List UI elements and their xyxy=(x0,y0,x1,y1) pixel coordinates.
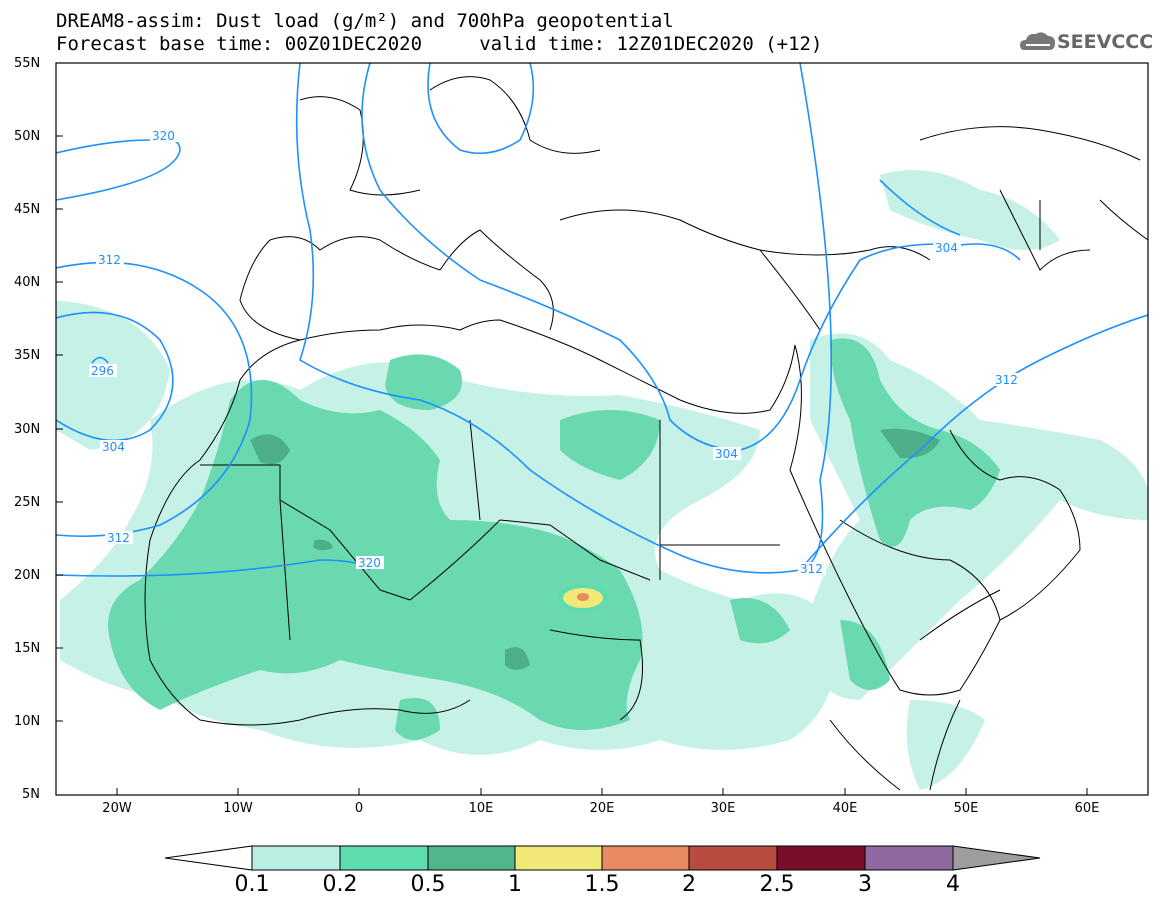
colorbar-label: 0.1 xyxy=(234,872,270,897)
lat-label: 35N xyxy=(14,348,41,363)
contour-label: 312 xyxy=(98,253,121,267)
colorbar-label: 0.5 xyxy=(410,872,446,897)
colorbar-segment xyxy=(339,845,429,871)
colorbar-segment xyxy=(514,845,603,871)
geopotential-contours xyxy=(56,63,1148,577)
colorbar xyxy=(164,845,1041,871)
contour-label: 320 xyxy=(358,556,381,570)
lat-label: 10N xyxy=(14,714,41,729)
colorbar-segment xyxy=(864,845,954,871)
lon-label: 30E xyxy=(710,801,736,816)
lat-label: 45N xyxy=(14,202,41,217)
colorbar-label: 2 xyxy=(682,872,696,897)
colorbar-segment xyxy=(776,845,866,871)
country-borders xyxy=(144,76,1148,791)
colorbar-label: 1 xyxy=(508,872,522,897)
lon-label: 20E xyxy=(589,801,615,816)
lat-label: 55N xyxy=(14,56,41,71)
lon-label: 10E xyxy=(468,801,494,816)
lat-label: 30N xyxy=(14,422,41,437)
contour-label: 304 xyxy=(102,440,125,454)
colorbar-label: 2.5 xyxy=(759,872,795,897)
colorbar-segment xyxy=(601,845,690,871)
axis-ticks xyxy=(56,62,1088,795)
contour-label: 312 xyxy=(995,373,1018,387)
colorbar-segment xyxy=(427,845,516,871)
colorbar-segment xyxy=(952,845,1041,871)
lat-label: 40N xyxy=(14,275,41,290)
lat-label: 15N xyxy=(14,641,41,656)
forecast-time-line: Forecast base time: 00Z01DEC2020 valid t… xyxy=(56,33,823,55)
lon-label: 20W xyxy=(102,801,132,816)
colorbar-segment xyxy=(688,845,778,871)
colorbar-label: 3 xyxy=(858,872,872,897)
contour-labels: 320 312 296 304 312 320 304 304 312 312 xyxy=(89,129,1021,576)
colorbar-label: 4 xyxy=(946,872,960,897)
lat-label: 25N xyxy=(14,495,41,510)
lon-label: 40E xyxy=(832,801,858,816)
colorbar-label: 1.5 xyxy=(584,872,620,897)
contour-label: 320 xyxy=(152,129,175,143)
logo-text: SEEVCCC xyxy=(1057,31,1154,53)
lon-label: 10W xyxy=(223,801,253,816)
lat-label: 20N xyxy=(14,568,41,583)
colorbar-label: 0.2 xyxy=(322,872,358,897)
contour-label: 304 xyxy=(935,241,958,255)
contour-label: 312 xyxy=(800,562,823,576)
contour-label: 312 xyxy=(107,531,130,545)
contour-label: 304 xyxy=(715,447,738,461)
lat-label: 50N xyxy=(14,129,41,144)
lon-label: 60E xyxy=(1074,801,1100,816)
colorbar-segment xyxy=(251,845,341,871)
contour-label: 296 xyxy=(91,364,114,378)
map-title: DREAM8-assim: Dust load (g/m²) and 700hP… xyxy=(56,10,674,32)
lon-label: 50E xyxy=(953,801,979,816)
lon-label: 0 xyxy=(354,801,364,816)
colorbar-segment xyxy=(164,845,253,871)
dust-field-high xyxy=(250,428,940,670)
lat-label: 5N xyxy=(22,787,40,802)
cloud-icon xyxy=(1020,32,1055,50)
